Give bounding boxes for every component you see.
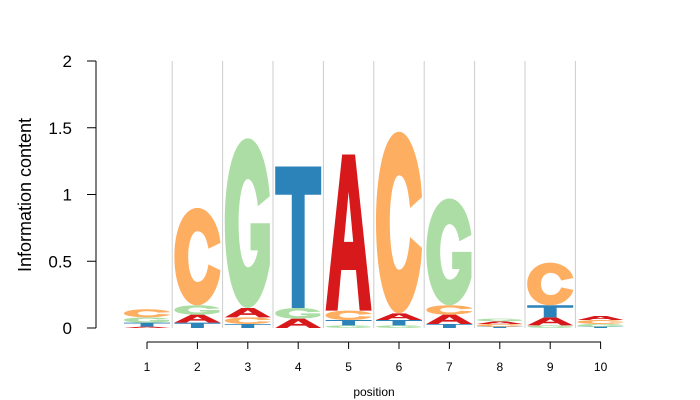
y-tick-label: 1 [63,186,72,205]
letter-T [577,326,624,328]
letter-T [224,323,271,328]
y-axis-label: Information content [15,118,35,272]
letter-stack-position-4 [275,166,322,328]
letter-stack-position-5 [325,154,372,328]
letter-G [275,307,321,319]
x-tick-label: 6 [396,360,403,374]
x-tick-label: 7 [446,360,453,374]
letter-C [426,305,473,315]
y-tick-label: 0 [63,319,72,338]
letter-stack-position-9 [527,262,574,328]
y-tick-label: 2 [63,52,72,71]
x-tick-label: 5 [345,360,352,374]
letter-T [124,322,170,327]
y-tick-label: 0.5 [48,252,72,271]
letter-stack-position-3 [224,138,271,328]
letter-T [275,166,322,308]
letter-stack-position-2 [174,207,221,328]
letter-G [174,305,220,315]
letter-T [174,322,221,328]
letter-G [325,325,371,328]
letter-A [476,321,523,324]
letter-G [124,317,170,323]
y-axis: 0 0.5 1 1.5 2 [48,52,97,338]
letter-stack-position-1 [124,309,170,328]
letter-T [376,319,422,326]
x-tick-label: 2 [194,360,201,374]
letter-stack-position-7 [426,198,473,328]
x-tick-label: 4 [295,360,302,374]
letter-G [476,318,522,322]
letter-T [325,319,372,326]
letter-C [476,323,523,327]
letter-T [476,326,523,328]
x-axis: 1 2 3 4 5 6 7 8 9 10 [144,341,608,374]
letter-C [224,317,271,324]
x-tick-label: 3 [244,360,251,374]
letter-A [124,326,170,328]
letter-C [577,319,624,324]
letter-stack-position-6 [376,131,422,328]
letter-T [527,305,574,318]
letter-G [577,323,623,327]
letter-A [325,154,372,311]
x-tick-label: 1 [144,360,151,374]
x-tick-label: 9 [547,360,554,374]
letter-C [527,262,574,306]
y-tick-label: 1.5 [48,119,72,138]
x-axis-label: position [353,385,394,399]
letter-G [426,198,472,306]
letter-A [174,314,221,323]
letter-T [426,323,473,328]
letter-C [174,207,221,306]
x-tick-label: 10 [594,360,608,374]
letter-C [325,310,372,320]
letter-A [376,313,422,320]
grid-lines [171,61,576,328]
letter-G [527,325,573,328]
letter-G [224,138,270,308]
letter-A [527,317,574,326]
letter-A [224,307,271,318]
letter-A [275,318,322,328]
letter-stack-position-10 [577,315,624,328]
letter-C [376,131,422,314]
letter-G [376,325,422,328]
letter-C [124,309,170,318]
letter-A [426,314,473,324]
letter-A [577,315,624,320]
letter-stack-position-8 [476,318,523,328]
x-tick-label: 8 [496,360,503,374]
